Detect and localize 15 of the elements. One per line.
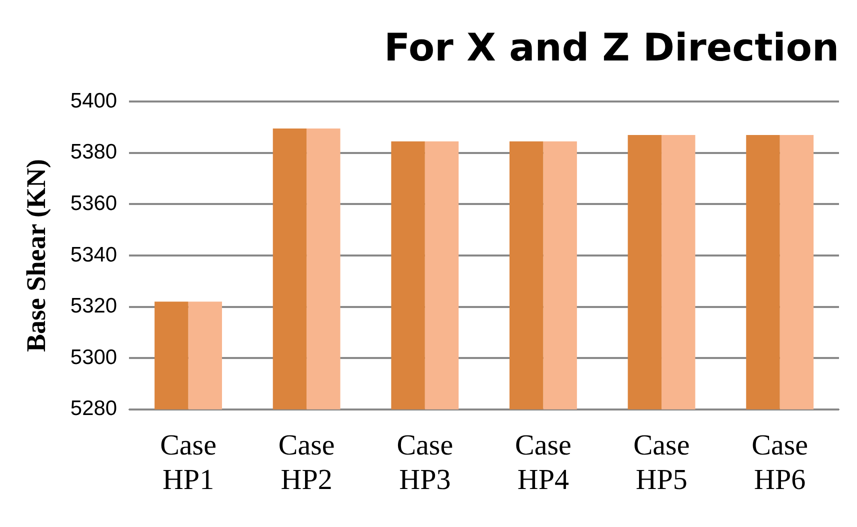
y-tick-label: 5360 (70, 192, 118, 215)
y-tick-label: 5400 (70, 89, 118, 112)
x-tick-label: Case HP2 (278, 429, 335, 496)
chart-title: For X and Z Direction (384, 26, 839, 70)
y-tick-label: 5340 (70, 243, 118, 266)
x-tick-label: Case HP4 (515, 429, 572, 496)
x-tick-label: Case HP5 (633, 429, 690, 496)
y-axis-title: Base Shear (KN) (21, 159, 52, 352)
y-tick-label: 5300 (70, 346, 118, 369)
y-tick-label: 5320 (70, 294, 118, 318)
x-tick-label: Case HP6 (752, 429, 808, 496)
x-tick-label: Case HP3 (396, 429, 454, 496)
x-tick-label: Case HP1 (160, 429, 216, 496)
y-tick-label: 5380 (70, 140, 118, 164)
y-tick-label: 5280 (70, 397, 118, 420)
